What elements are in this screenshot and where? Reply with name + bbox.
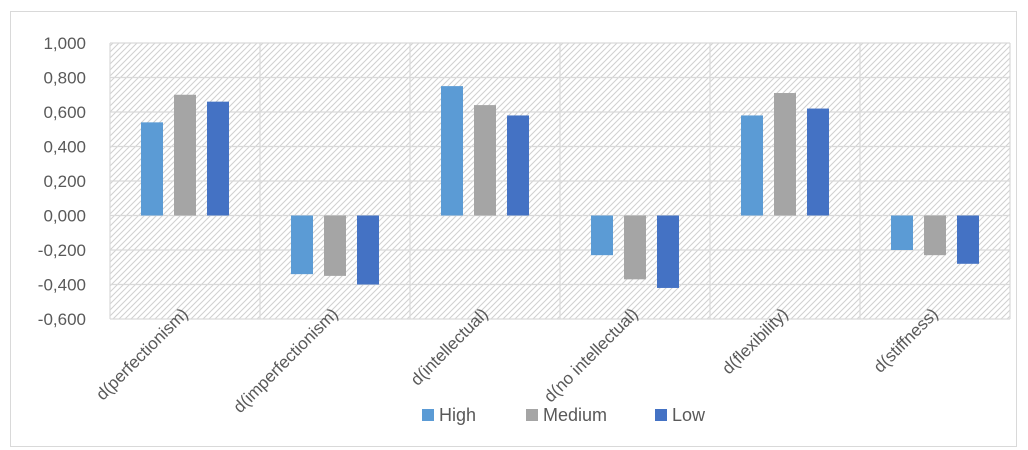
x-category-label: d(imperfectionism) [230,304,342,416]
bar-medium-6 [924,215,946,256]
bar-low-1 [207,101,229,216]
bar-high-1 [141,122,163,216]
bar-high-4 [591,215,613,256]
legend-label-low: Low [672,405,706,425]
y-tick-label: 0,600 [43,103,86,122]
y-tick-label: -0,200 [38,241,86,260]
y-tick-label: 1,000 [43,34,86,53]
y-tick-label: 0,200 [43,172,86,191]
legend-swatch-low [655,409,667,421]
gridlines [109,42,1011,320]
bar-medium-1 [174,94,196,216]
legend-swatch-high [422,409,434,421]
x-category-label: d(no intellectual) [540,304,642,406]
y-tick-label: 0,000 [43,207,86,226]
bar-low-5 [807,108,829,216]
y-tick-label: -0,400 [38,276,86,295]
bar-high-6 [891,215,913,250]
y-tick-label: 0,400 [43,138,86,157]
bar-high-5 [741,115,763,216]
legend: High Medium Low [422,405,706,425]
bar-high-3 [441,86,463,216]
y-tick-label: -0,600 [38,310,86,329]
bar-low-4 [657,215,679,288]
legend-label-medium: Medium [543,405,607,425]
y-axis-ticks: -0,600 -0,400 -0,200 0,000 0,200 0,400 0,600 0,… [38,34,86,329]
legend-swatch-medium [526,409,538,421]
bar-high-2 [291,215,313,275]
legend-label-high: High [439,405,476,425]
bar-low-6 [957,215,979,264]
bars [141,86,979,288]
bar-medium-2 [324,215,346,276]
x-axis-categories: d(perfectionism) d(imperfectionism) d(inte… [92,304,942,416]
bar-medium-3 [474,105,496,216]
bar-low-3 [507,115,529,216]
bar-medium-4 [624,215,646,280]
bar-medium-5 [774,93,796,216]
bar-low-2 [357,215,379,285]
y-tick-label: 0,800 [43,69,86,88]
